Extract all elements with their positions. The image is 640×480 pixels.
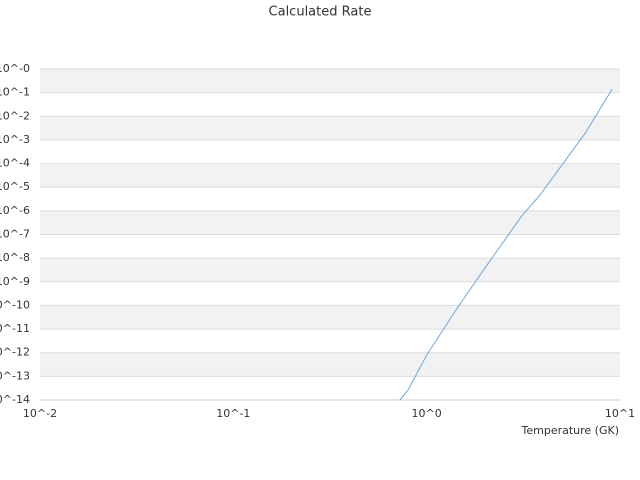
grid-band <box>40 163 620 188</box>
y-tick-label: 10^-8 <box>0 251 30 264</box>
x-axis-label: Temperature (GK) <box>521 424 620 437</box>
y-tick-label: 10^-2 <box>0 109 30 122</box>
x-tick-label: 10^0 <box>412 407 442 420</box>
y-tick-label: 10^-3 <box>0 133 30 146</box>
y-tick-label: 10^-12 <box>0 346 30 359</box>
y-tick-label: 10^-14 <box>0 393 30 406</box>
y-tick-label: 10^-0 <box>0 62 30 75</box>
y-tick-label: 10^-10 <box>0 298 30 311</box>
y-tick-label: 10^-6 <box>0 204 30 217</box>
grid-band <box>40 116 620 140</box>
line <box>399 88 613 401</box>
chart-title: Calculated Rate <box>269 5 372 20</box>
bands <box>40 69 620 377</box>
x-tick-label: 10^1 <box>605 407 635 420</box>
y-tick-label: 10^-11 <box>0 322 30 335</box>
x-tick-label: 10^-2 <box>23 407 57 420</box>
y-tick-label: 10^-1 <box>0 86 30 99</box>
y-tick-label: 10^-13 <box>0 369 30 382</box>
grid-band <box>40 352 620 377</box>
grid-band <box>40 305 620 330</box>
x-tick-label: 10^-1 <box>216 407 250 420</box>
y-tick-label: 10^-9 <box>0 275 30 288</box>
y-tick-label: 10^-7 <box>0 228 30 241</box>
grid-band <box>40 210 620 235</box>
y-tick-label: 10^-5 <box>0 180 30 193</box>
y-tick-label: 10^-4 <box>0 157 30 170</box>
grid-band <box>40 258 620 282</box>
grid-band <box>40 69 620 93</box>
